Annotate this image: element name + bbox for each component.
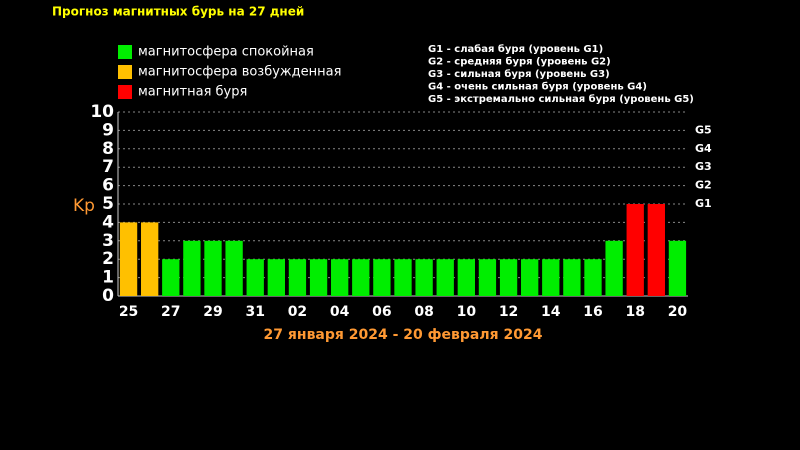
bar [521, 259, 539, 296]
x-tick-label: 27 [161, 304, 180, 320]
bar [119, 222, 138, 296]
x-tick-label: 16 [583, 304, 602, 320]
legend-swatch [118, 85, 132, 99]
x-tick-label: 31 [245, 304, 264, 320]
bar [162, 259, 180, 296]
bar [499, 259, 518, 296]
bar [225, 240, 243, 296]
bar [331, 259, 349, 296]
bar [352, 259, 370, 296]
bar [584, 259, 602, 296]
scale-note: G4 - очень сильная буря (уровень G4) [428, 81, 647, 93]
bar [605, 240, 623, 296]
chart-title: Прогноз магнитных бурь на 27 дней [52, 5, 304, 19]
y2-tick-label: G5 [695, 123, 712, 136]
legend-label: магнитосфера возбужденная [138, 65, 341, 80]
bar [668, 240, 687, 296]
y-tick-label: 4 [102, 212, 114, 232]
bar [415, 259, 433, 296]
bar [647, 204, 665, 296]
legend-label: магнитосфера спокойная [138, 45, 314, 60]
x-tick-label: 08 [414, 304, 433, 320]
x-tick-label: 12 [499, 304, 518, 320]
bar [141, 222, 159, 296]
bar [563, 259, 581, 296]
bar [457, 259, 475, 296]
bar [288, 259, 307, 296]
y-tick-label: 1 [102, 268, 114, 288]
bar [478, 259, 497, 296]
bar [373, 259, 391, 296]
x-tick-label: 04 [330, 304, 350, 320]
y-tick-label: 3 [102, 231, 114, 251]
x-tick-label: 14 [541, 304, 561, 320]
x-tick-label: 29 [203, 304, 222, 320]
legend-swatch [118, 65, 132, 79]
y2-tick-label: G3 [695, 160, 712, 173]
y2-tick-label: G4 [695, 142, 712, 155]
bar [267, 259, 285, 296]
y-tick-label: 2 [102, 249, 114, 269]
legend-swatch [118, 45, 132, 59]
x-tick-label: 18 [625, 304, 644, 320]
y-tick-label: 0 [102, 286, 114, 306]
x-axis-label: 27 января 2024 - 20 февраля 2024 [264, 327, 543, 343]
x-tick-label: 02 [288, 304, 307, 320]
bar [246, 259, 264, 296]
bar [309, 259, 328, 296]
y-tick-label: 5 [102, 194, 114, 214]
x-tick-label: 25 [119, 304, 138, 320]
scale-note: G1 - слабая буря (уровень G1) [428, 43, 603, 55]
y2-tick-label: G2 [695, 179, 712, 192]
scale-note: G2 - средняя буря (уровень G2) [428, 56, 611, 68]
y-tick-label: 10 [90, 102, 114, 122]
y-tick-label: 7 [102, 157, 114, 177]
bar [394, 259, 412, 296]
y-tick-label: 9 [102, 120, 114, 140]
bar [436, 259, 454, 296]
scale-note: G3 - сильная буря (уровень G3) [428, 68, 610, 80]
y-tick-label: 8 [102, 139, 114, 159]
y-axis-label: Kp [73, 196, 95, 216]
bar [204, 240, 222, 296]
bar [183, 240, 201, 296]
legend-label: магнитная буря [138, 85, 247, 100]
y-tick-label: 6 [102, 176, 114, 196]
x-tick-label: 10 [457, 304, 477, 320]
x-tick-label: 06 [372, 304, 391, 320]
x-tick-label: 20 [668, 304, 688, 320]
scale-note: G5 - экстремально сильная буря (уровень … [428, 93, 694, 105]
bar [542, 259, 560, 296]
y2-tick-label: G1 [695, 197, 712, 210]
bar [626, 204, 644, 296]
